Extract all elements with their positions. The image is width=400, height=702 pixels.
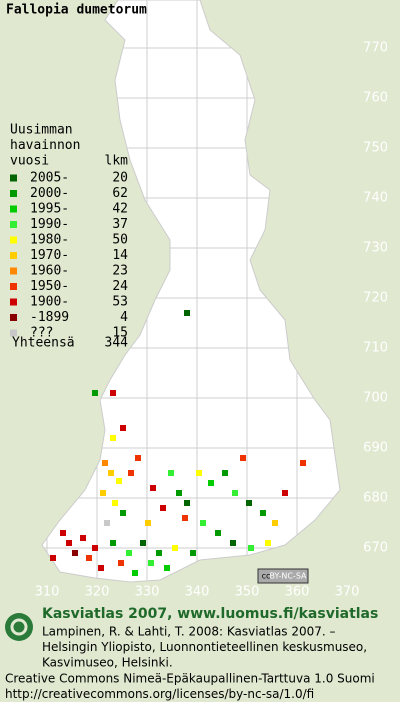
badge-license: BY-NC-SA xyxy=(269,572,307,581)
country-outline xyxy=(41,0,341,583)
citation-line: Kasvimuseo, Helsinki. xyxy=(42,656,173,670)
legend-count: 62 xyxy=(112,186,128,201)
legend-count: 50 xyxy=(112,233,128,248)
y-grid-label: 710 xyxy=(363,341,388,356)
y-grid-label: 700 xyxy=(363,391,388,406)
y-grid-label: 730 xyxy=(363,241,388,256)
legend-label: 2000- xyxy=(30,186,69,201)
legend-swatch xyxy=(10,329,17,337)
legend-swatch xyxy=(10,267,17,275)
legend-swatch xyxy=(10,221,17,228)
y-grid-label: 770 xyxy=(363,41,388,56)
legend-total: 344 xyxy=(105,336,129,351)
observations xyxy=(50,310,306,576)
badge-cc: cc xyxy=(262,572,271,581)
y-grid-label: 670 xyxy=(363,541,388,556)
legend-swatch xyxy=(10,314,17,321)
license-line: Creative Commons Nimeä-Epäkaupallinen-Ta… xyxy=(5,672,375,686)
legend-swatch xyxy=(10,252,17,259)
x-grid-label: 370 xyxy=(335,585,360,600)
legend-count: 24 xyxy=(112,279,128,294)
legend-label: 1995- xyxy=(30,202,69,217)
legend-swatch xyxy=(10,190,17,197)
legend-heading: havainnon xyxy=(10,138,80,153)
x-grid-label: 330 xyxy=(135,585,160,600)
legend-count: 15 xyxy=(112,326,128,341)
legend-label: 1970- xyxy=(30,248,69,263)
license-badge xyxy=(257,568,309,584)
y-grid-label: 740 xyxy=(363,191,388,206)
legend-label: -1899 xyxy=(30,310,69,325)
citation-line: Lampinen, R. & Lahti, T. 2008: Kasviatla… xyxy=(42,625,336,639)
legend-count: 37 xyxy=(112,217,128,232)
legend-label: 2005- xyxy=(30,171,69,186)
y-grid-label: 760 xyxy=(363,91,388,106)
x-grid-label: 310 xyxy=(35,585,60,600)
legend-label: 1980- xyxy=(30,233,69,248)
legend-count: 42 xyxy=(112,202,128,217)
site-name: Kasviatlas 2007, www.luomus.fi/kasviatla… xyxy=(42,606,378,622)
legend-heading: vuosi xyxy=(10,154,49,169)
legend-count: 20 xyxy=(112,171,128,186)
footer: Lampinen, R. & Lahti, T. 2008: Kasviatla… xyxy=(5,625,375,702)
legend-count-heading: lkm xyxy=(105,154,129,169)
legend-count: 14 xyxy=(112,248,128,263)
license-line: http://creativecommons.org/licenses/by-n… xyxy=(5,687,314,701)
x-grid-label: 360 xyxy=(285,585,310,600)
legend-label: 1990- xyxy=(30,217,69,232)
y-grid-label: 720 xyxy=(363,291,388,306)
legend-swatch xyxy=(10,205,17,213)
legend-label: 1950- xyxy=(30,279,69,294)
legend-label: 1960- xyxy=(30,264,69,279)
legend-swatch xyxy=(10,174,17,182)
x-grid-label: 340 xyxy=(185,585,210,600)
legend-count: 53 xyxy=(112,295,128,310)
citation-line: Helsingin Yliopisto, Luonnontieteellinen… xyxy=(42,640,367,654)
legend-swatch xyxy=(10,236,17,244)
y-grid-label: 750 xyxy=(363,141,388,156)
y-grid-label: 680 xyxy=(363,491,388,506)
legend-total-label: Yhteensä xyxy=(12,336,75,351)
logo xyxy=(5,613,33,641)
legend-count: 23 xyxy=(112,264,128,279)
map-title: Fallopia dumetorum xyxy=(6,3,147,18)
legend-label: 1900- xyxy=(30,295,69,310)
legend-heading: Uusimman xyxy=(10,123,73,138)
legend-label: ??? xyxy=(30,326,53,341)
logo-swirl xyxy=(10,618,28,636)
x-grid-label: 350 xyxy=(235,585,260,600)
legend-swatch xyxy=(10,283,17,290)
legend-count: 4 xyxy=(120,310,128,325)
legend-swatch xyxy=(10,298,17,306)
y-grid-label: 690 xyxy=(363,441,388,456)
x-grid-label: 320 xyxy=(85,585,110,600)
